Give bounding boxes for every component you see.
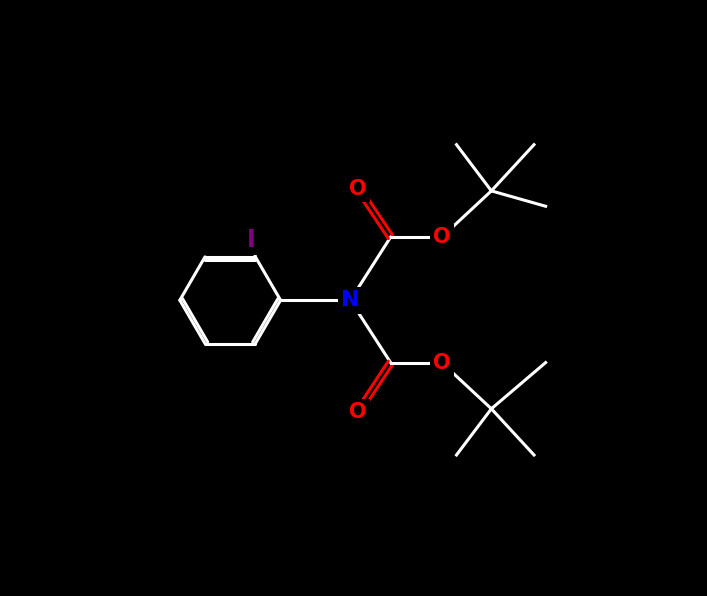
Text: O: O — [433, 227, 450, 247]
Text: O: O — [433, 353, 450, 372]
Text: O: O — [349, 179, 367, 198]
Text: O: O — [349, 402, 367, 422]
Text: I: I — [247, 228, 256, 252]
Text: N: N — [341, 290, 360, 310]
